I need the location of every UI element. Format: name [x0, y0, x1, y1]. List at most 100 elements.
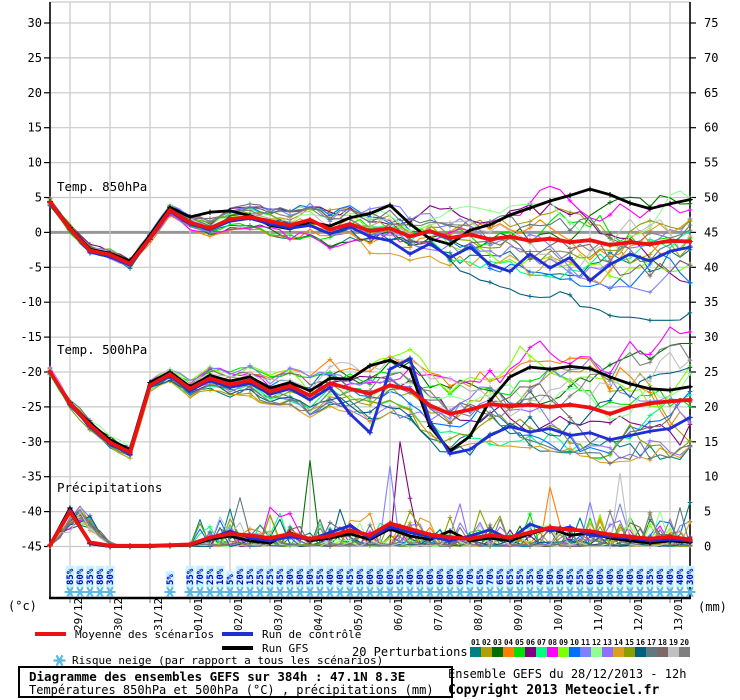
svg-text:07/01: 07/01 [432, 598, 445, 631]
svg-text:-40: -40 [20, 505, 42, 519]
svg-text:Temp. 500hPa: Temp. 500hPa [57, 342, 147, 357]
legend-gfs-line-sample [222, 646, 253, 650]
svg-text:65%: 65% [476, 568, 486, 585]
svg-text:45: 45 [704, 225, 718, 239]
svg-text:30%: 30% [106, 568, 116, 585]
svg-text:50%: 50% [416, 568, 426, 585]
snowflake-icon [53, 654, 66, 667]
perturbation-id: 20 [679, 638, 690, 647]
svg-text:-35: -35 [20, 470, 42, 484]
svg-text:04/01: 04/01 [312, 598, 325, 631]
svg-text:60%: 60% [596, 568, 606, 585]
perturbation-id: 07 [536, 638, 547, 647]
svg-text:0: 0 [704, 540, 711, 554]
svg-text:35%: 35% [526, 568, 536, 585]
svg-text:35%: 35% [86, 568, 96, 585]
diagram-title: Diagramme des ensembles GEFS sur 384h : … [29, 669, 406, 684]
ensemble-diagram: 30 25 20 15 10 5 0 -5 -10 -15 -20 -25 -30 -35 -40 -45 75… [8, 1, 727, 631]
svg-text:30: 30 [704, 330, 718, 344]
svg-text:60: 60 [704, 121, 718, 135]
run-info: Ensemble GEFS du 28/12/2013 - 12h [448, 667, 687, 681]
plot-frame [49, 1, 691, 600]
svg-text:Précipitations: Précipitations [57, 480, 162, 495]
svg-text:55%: 55% [396, 568, 406, 585]
svg-text:10: 10 [704, 470, 718, 484]
svg-text:55: 55 [704, 156, 718, 170]
svg-text:60%: 60% [456, 568, 466, 585]
svg-text:-20: -20 [20, 365, 42, 379]
perturbation-swatch [657, 647, 668, 657]
svg-text:40%: 40% [326, 568, 336, 585]
svg-text:15%: 15% [246, 568, 256, 585]
perturbation-id: 19 [668, 638, 679, 647]
svg-text:70%: 70% [466, 568, 476, 585]
svg-text:35%: 35% [646, 568, 656, 585]
perturbation-id: 04 [503, 638, 514, 647]
perturbation-swatch [668, 647, 679, 657]
perturbation-id: 16 [635, 638, 646, 647]
svg-text:31/12: 31/12 [152, 598, 165, 631]
svg-text:15: 15 [704, 435, 718, 449]
svg-text:60%: 60% [586, 568, 596, 585]
svg-text:60%: 60% [426, 568, 436, 585]
svg-text:65%: 65% [496, 568, 506, 585]
svg-text:25: 25 [704, 365, 718, 379]
diagram-subtitle: Températures 850hPa et 500hPa (°C) , pré… [29, 683, 434, 697]
perturbation-id: 13 [602, 638, 613, 647]
perturbation-id: 15 [624, 638, 635, 647]
perturbation-swatch [602, 647, 613, 657]
svg-text:10/01: 10/01 [552, 598, 565, 631]
perturbation-color-row [470, 647, 690, 657]
svg-text:29/12: 29/12 [72, 598, 85, 631]
svg-text:10: 10 [28, 156, 42, 170]
svg-text:40%: 40% [336, 568, 346, 585]
svg-text:02/01: 02/01 [232, 598, 245, 631]
main-series-lines [47, 186, 693, 550]
perturbations-label: 20 Perturbations [352, 645, 468, 659]
svg-text:40%: 40% [676, 568, 686, 585]
perturbation-swatch [635, 647, 646, 657]
svg-text:08/01: 08/01 [472, 598, 485, 631]
date-labels: 29/12 30/12 31/12 01/01 02/01 03/01 04/01 05/01… [72, 598, 685, 631]
panel-labels: Temp. 850hPa Temp. 500hPa Précipitations [57, 179, 162, 495]
perturbation-swatch [536, 647, 547, 657]
svg-text:85%: 85% [66, 568, 76, 585]
svg-text:40%: 40% [656, 568, 666, 585]
svg-text:70%: 70% [486, 568, 496, 585]
perturbation-id: 11 [580, 638, 591, 647]
svg-text:25%: 25% [266, 568, 276, 585]
svg-text:60%: 60% [366, 568, 376, 585]
svg-text:25%: 25% [256, 568, 266, 585]
perturbation-id: 05 [514, 638, 525, 647]
legend-mean-label: Moyenne des scénarios [75, 628, 215, 641]
svg-text:30: 30 [28, 16, 42, 30]
svg-text:20: 20 [704, 400, 718, 414]
svg-text:60%: 60% [446, 568, 456, 585]
svg-text:5%: 5% [166, 574, 176, 585]
svg-text:(°c): (°c) [8, 599, 37, 613]
svg-text:50: 50 [704, 191, 718, 205]
svg-text:05/01: 05/01 [352, 598, 365, 631]
svg-text:-25: -25 [20, 400, 42, 414]
ensemble-chart-svg: 302520151050-5-10-15-20-25-30-35-40-4575… [8, 1, 727, 631]
perturbation-swatch [580, 647, 591, 657]
copyright: Copyright 2013 Meteociel.fr [448, 683, 660, 698]
svg-text:40%: 40% [536, 568, 546, 585]
svg-text:65: 65 [704, 86, 718, 100]
svg-text:03/01: 03/01 [272, 598, 285, 631]
svg-text:-15: -15 [20, 330, 42, 344]
perturbation-id-row: 01 02 03 04 05 06 07 08 09 10 11 12 13 14 15 16 17 18 19 20 [470, 638, 690, 647]
perturbation-id: 17 [646, 638, 657, 647]
perturbation-id: 14 [613, 638, 624, 647]
svg-text:40%: 40% [406, 568, 416, 585]
perturbation-id: 06 [525, 638, 536, 647]
svg-text:12/01: 12/01 [632, 598, 645, 631]
svg-text:-10: -10 [20, 295, 42, 309]
svg-text:15: 15 [28, 121, 42, 135]
svg-text:20%: 20% [236, 568, 246, 585]
perturbation-swatch [646, 647, 657, 657]
svg-text:10%: 10% [216, 568, 226, 585]
svg-text:40: 40 [704, 260, 718, 274]
perturbation-swatch [613, 647, 624, 657]
svg-text:35%: 35% [186, 568, 196, 585]
